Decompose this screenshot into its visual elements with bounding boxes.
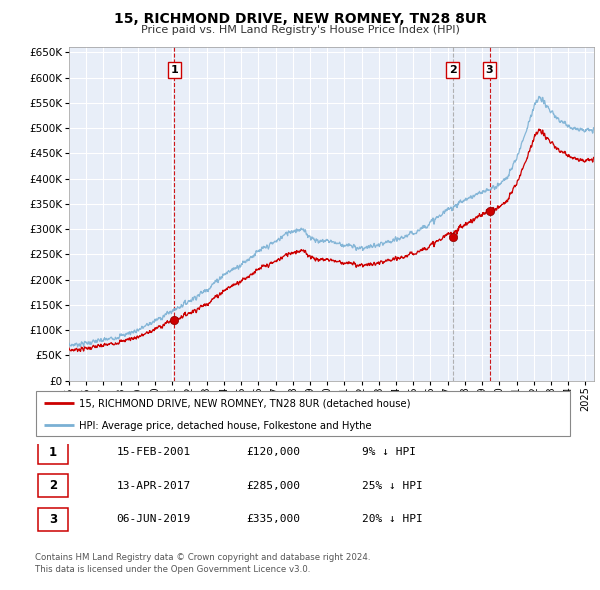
Text: 1: 1: [170, 65, 178, 75]
FancyBboxPatch shape: [38, 441, 68, 464]
Text: 1: 1: [49, 445, 58, 458]
Text: £285,000: £285,000: [247, 481, 301, 491]
Text: Contains HM Land Registry data © Crown copyright and database right 2024.: Contains HM Land Registry data © Crown c…: [35, 553, 370, 562]
Text: 13-APR-2017: 13-APR-2017: [116, 481, 191, 491]
Text: 3: 3: [49, 513, 58, 526]
Text: HPI: Average price, detached house, Folkestone and Hythe: HPI: Average price, detached house, Folk…: [79, 421, 371, 431]
FancyBboxPatch shape: [38, 508, 68, 531]
Text: 15-FEB-2001: 15-FEB-2001: [116, 447, 191, 457]
Text: 9% ↓ HPI: 9% ↓ HPI: [362, 447, 416, 457]
Text: This data is licensed under the Open Government Licence v3.0.: This data is licensed under the Open Gov…: [35, 565, 310, 574]
Text: 20% ↓ HPI: 20% ↓ HPI: [362, 514, 423, 525]
Text: 3: 3: [486, 65, 493, 75]
Text: 06-JUN-2019: 06-JUN-2019: [116, 514, 191, 525]
Text: £335,000: £335,000: [247, 514, 301, 525]
Text: £120,000: £120,000: [247, 447, 301, 457]
Text: 2: 2: [49, 479, 58, 492]
Text: Price paid vs. HM Land Registry's House Price Index (HPI): Price paid vs. HM Land Registry's House …: [140, 25, 460, 35]
Text: 15, RICHMOND DRIVE, NEW ROMNEY, TN28 8UR: 15, RICHMOND DRIVE, NEW ROMNEY, TN28 8UR: [113, 12, 487, 26]
Text: 25% ↓ HPI: 25% ↓ HPI: [362, 481, 423, 491]
FancyBboxPatch shape: [38, 474, 68, 497]
Text: 2: 2: [449, 65, 457, 75]
FancyBboxPatch shape: [36, 391, 570, 437]
Text: 15, RICHMOND DRIVE, NEW ROMNEY, TN28 8UR (detached house): 15, RICHMOND DRIVE, NEW ROMNEY, TN28 8UR…: [79, 399, 410, 409]
